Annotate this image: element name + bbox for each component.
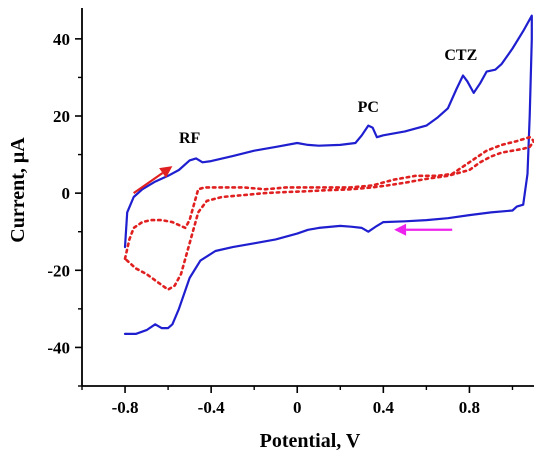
direction-arrow-head-1: [159, 166, 173, 178]
solid-series-line-1: [123, 14, 533, 335]
direction-arrow-head-2: [394, 223, 407, 236]
y-tick-label-4: 40: [53, 30, 70, 49]
y-axis-title: Current, μA: [7, 137, 29, 243]
annotations-layer: RF PC CTZ: [179, 47, 477, 147]
plot-lines: [123, 14, 534, 335]
peak-label-rf: RF: [179, 130, 201, 147]
y-tick-label-3: 20: [53, 107, 70, 126]
x-axis-title: Potential, V: [260, 430, 361, 452]
peak-label-ctz: CTZ: [444, 47, 477, 64]
peak-label-pc: PC: [358, 99, 379, 116]
x-tick-label-2: 0: [293, 398, 302, 417]
x-tick-label-1: -0.4: [198, 398, 225, 417]
y-tick-label-1: -20: [47, 261, 70, 280]
axes: -0.8 -0.4 0 0.4 0.8 -40 -20 0 20 40: [47, 8, 534, 417]
dotted-series-line-2: [123, 135, 534, 291]
direction-arrow-shaft-1: [133, 172, 164, 195]
x-tick-label-4: 0.8: [459, 398, 480, 417]
x-tick-label-3: 0.4: [373, 398, 395, 417]
arrows-layer: [133, 166, 453, 236]
x-tick-label-0: -0.8: [112, 398, 139, 417]
y-tick-label-0: -40: [47, 338, 70, 357]
y-tick-label-2: 0: [62, 184, 71, 203]
